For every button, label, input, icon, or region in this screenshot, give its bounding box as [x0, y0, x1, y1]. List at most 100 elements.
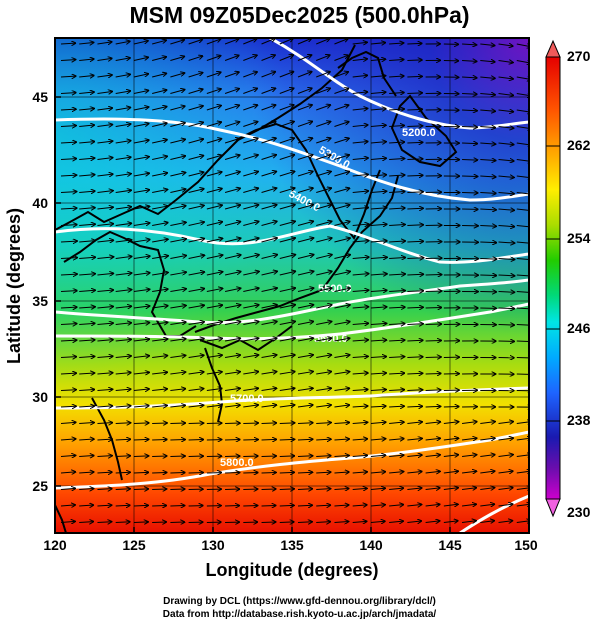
wind-arrow	[79, 208, 95, 209]
wind-arrow	[261, 55, 275, 61]
wind-arrow	[316, 423, 331, 424]
wind-arrow	[334, 138, 348, 144]
wind-arrow	[370, 488, 385, 489]
wind-arrow	[60, 93, 76, 94]
wind-arrow	[60, 192, 76, 193]
wind-arrow	[407, 225, 423, 226]
wind-arrow	[60, 76, 75, 77]
wind-arrow	[462, 471, 476, 473]
wind-arrow	[370, 125, 386, 126]
wind-arrow	[133, 356, 149, 358]
wind-arrow	[60, 357, 76, 358]
wind-arrow	[243, 423, 258, 424]
wind-arrow	[352, 158, 368, 160]
wind-arrow	[316, 288, 331, 292]
wind-arrow	[480, 209, 496, 210]
wind-arrow	[152, 40, 166, 45]
wind-arrow	[352, 455, 367, 456]
wind-arrow	[462, 521, 476, 523]
wind-arrow	[389, 488, 403, 489]
wind-arrow	[206, 205, 222, 210]
wind-arrow	[389, 291, 405, 292]
wind-arrow	[279, 39, 293, 45]
wind-arrow	[243, 39, 256, 45]
wind-arrow	[170, 256, 186, 259]
wind-arrow	[206, 338, 222, 341]
wind-arrow	[480, 77, 494, 78]
contour-label-5700: 5700.0	[230, 393, 264, 405]
wind-arrow	[243, 355, 258, 358]
wind-arrow	[188, 339, 204, 341]
wind-arrow	[352, 307, 369, 308]
wind-arrow	[224, 39, 238, 45]
wind-arrow	[334, 489, 348, 490]
wind-arrow	[407, 192, 422, 193]
wind-arrow	[170, 322, 185, 324]
wind-arrow	[370, 356, 386, 357]
wind-arrow	[316, 238, 331, 243]
wind-arrow	[79, 423, 94, 424]
wind-arrow	[60, 324, 76, 325]
wind-arrow	[516, 193, 529, 195]
wind-arrow	[370, 455, 385, 456]
wind-arrow	[79, 257, 95, 258]
wind-arrow	[206, 355, 222, 357]
wind-arrow	[352, 241, 369, 242]
wind-arrow	[60, 43, 75, 44]
wind-arrow	[389, 521, 403, 522]
wind-arrow	[279, 472, 294, 473]
wind-arrow	[188, 106, 203, 111]
wind-arrow	[170, 272, 186, 276]
wind-arrow	[152, 423, 167, 424]
wind-arrow	[516, 160, 529, 162]
wind-arrow	[352, 174, 368, 176]
wind-arrow	[97, 472, 111, 473]
wind-arrow	[60, 258, 77, 259]
wind-arrow	[389, 406, 404, 407]
wind-arrow	[334, 188, 349, 193]
wind-arrow	[480, 259, 496, 260]
wind-arrow	[188, 189, 204, 193]
wind-arrow	[60, 126, 76, 127]
wind-arrow	[79, 274, 95, 275]
wind-arrow	[133, 339, 149, 341]
wind-arrow	[407, 471, 421, 473]
wind-arrow	[206, 405, 222, 407]
wind-arrow	[225, 388, 240, 390]
wind-arrow	[188, 73, 203, 78]
wind-arrow	[462, 176, 477, 177]
wind-arrow	[188, 139, 204, 144]
wind-arrow	[261, 171, 277, 177]
wind-arrow	[352, 488, 367, 489]
wind-arrow	[389, 258, 405, 259]
wind-arrow	[498, 292, 515, 293]
wind-arrow	[334, 422, 349, 423]
contour-label-5800: 5800.0	[220, 457, 254, 469]
wind-arrow	[370, 274, 387, 275]
wind-arrow	[206, 155, 222, 160]
wind-arrow	[407, 422, 422, 424]
wind-arrow	[133, 522, 148, 523]
y-tick-35: 35	[32, 293, 48, 309]
wind-arrow	[206, 272, 223, 276]
wind-arrow	[60, 455, 75, 456]
wind-arrow	[279, 55, 293, 61]
x-tick-145: 145	[438, 537, 462, 553]
wind-arrow	[352, 75, 367, 77]
wind-arrow	[133, 90, 148, 94]
wind-arrow	[370, 390, 386, 391]
wind-arrow	[224, 322, 240, 325]
wind-arrow	[243, 388, 258, 390]
wind-arrow	[389, 225, 405, 226]
wind-arrow	[316, 39, 329, 45]
wind-arrow	[297, 372, 313, 374]
wind-arrow	[407, 109, 422, 110]
wind-arrow	[79, 224, 95, 225]
wind-arrow	[152, 256, 168, 259]
wind-arrow	[352, 323, 368, 324]
wind-arrow	[60, 406, 76, 407]
wind-arrow	[224, 172, 240, 177]
wind-arrow	[243, 72, 257, 78]
wind-arrow	[261, 338, 277, 342]
wind-arrow	[316, 355, 331, 358]
